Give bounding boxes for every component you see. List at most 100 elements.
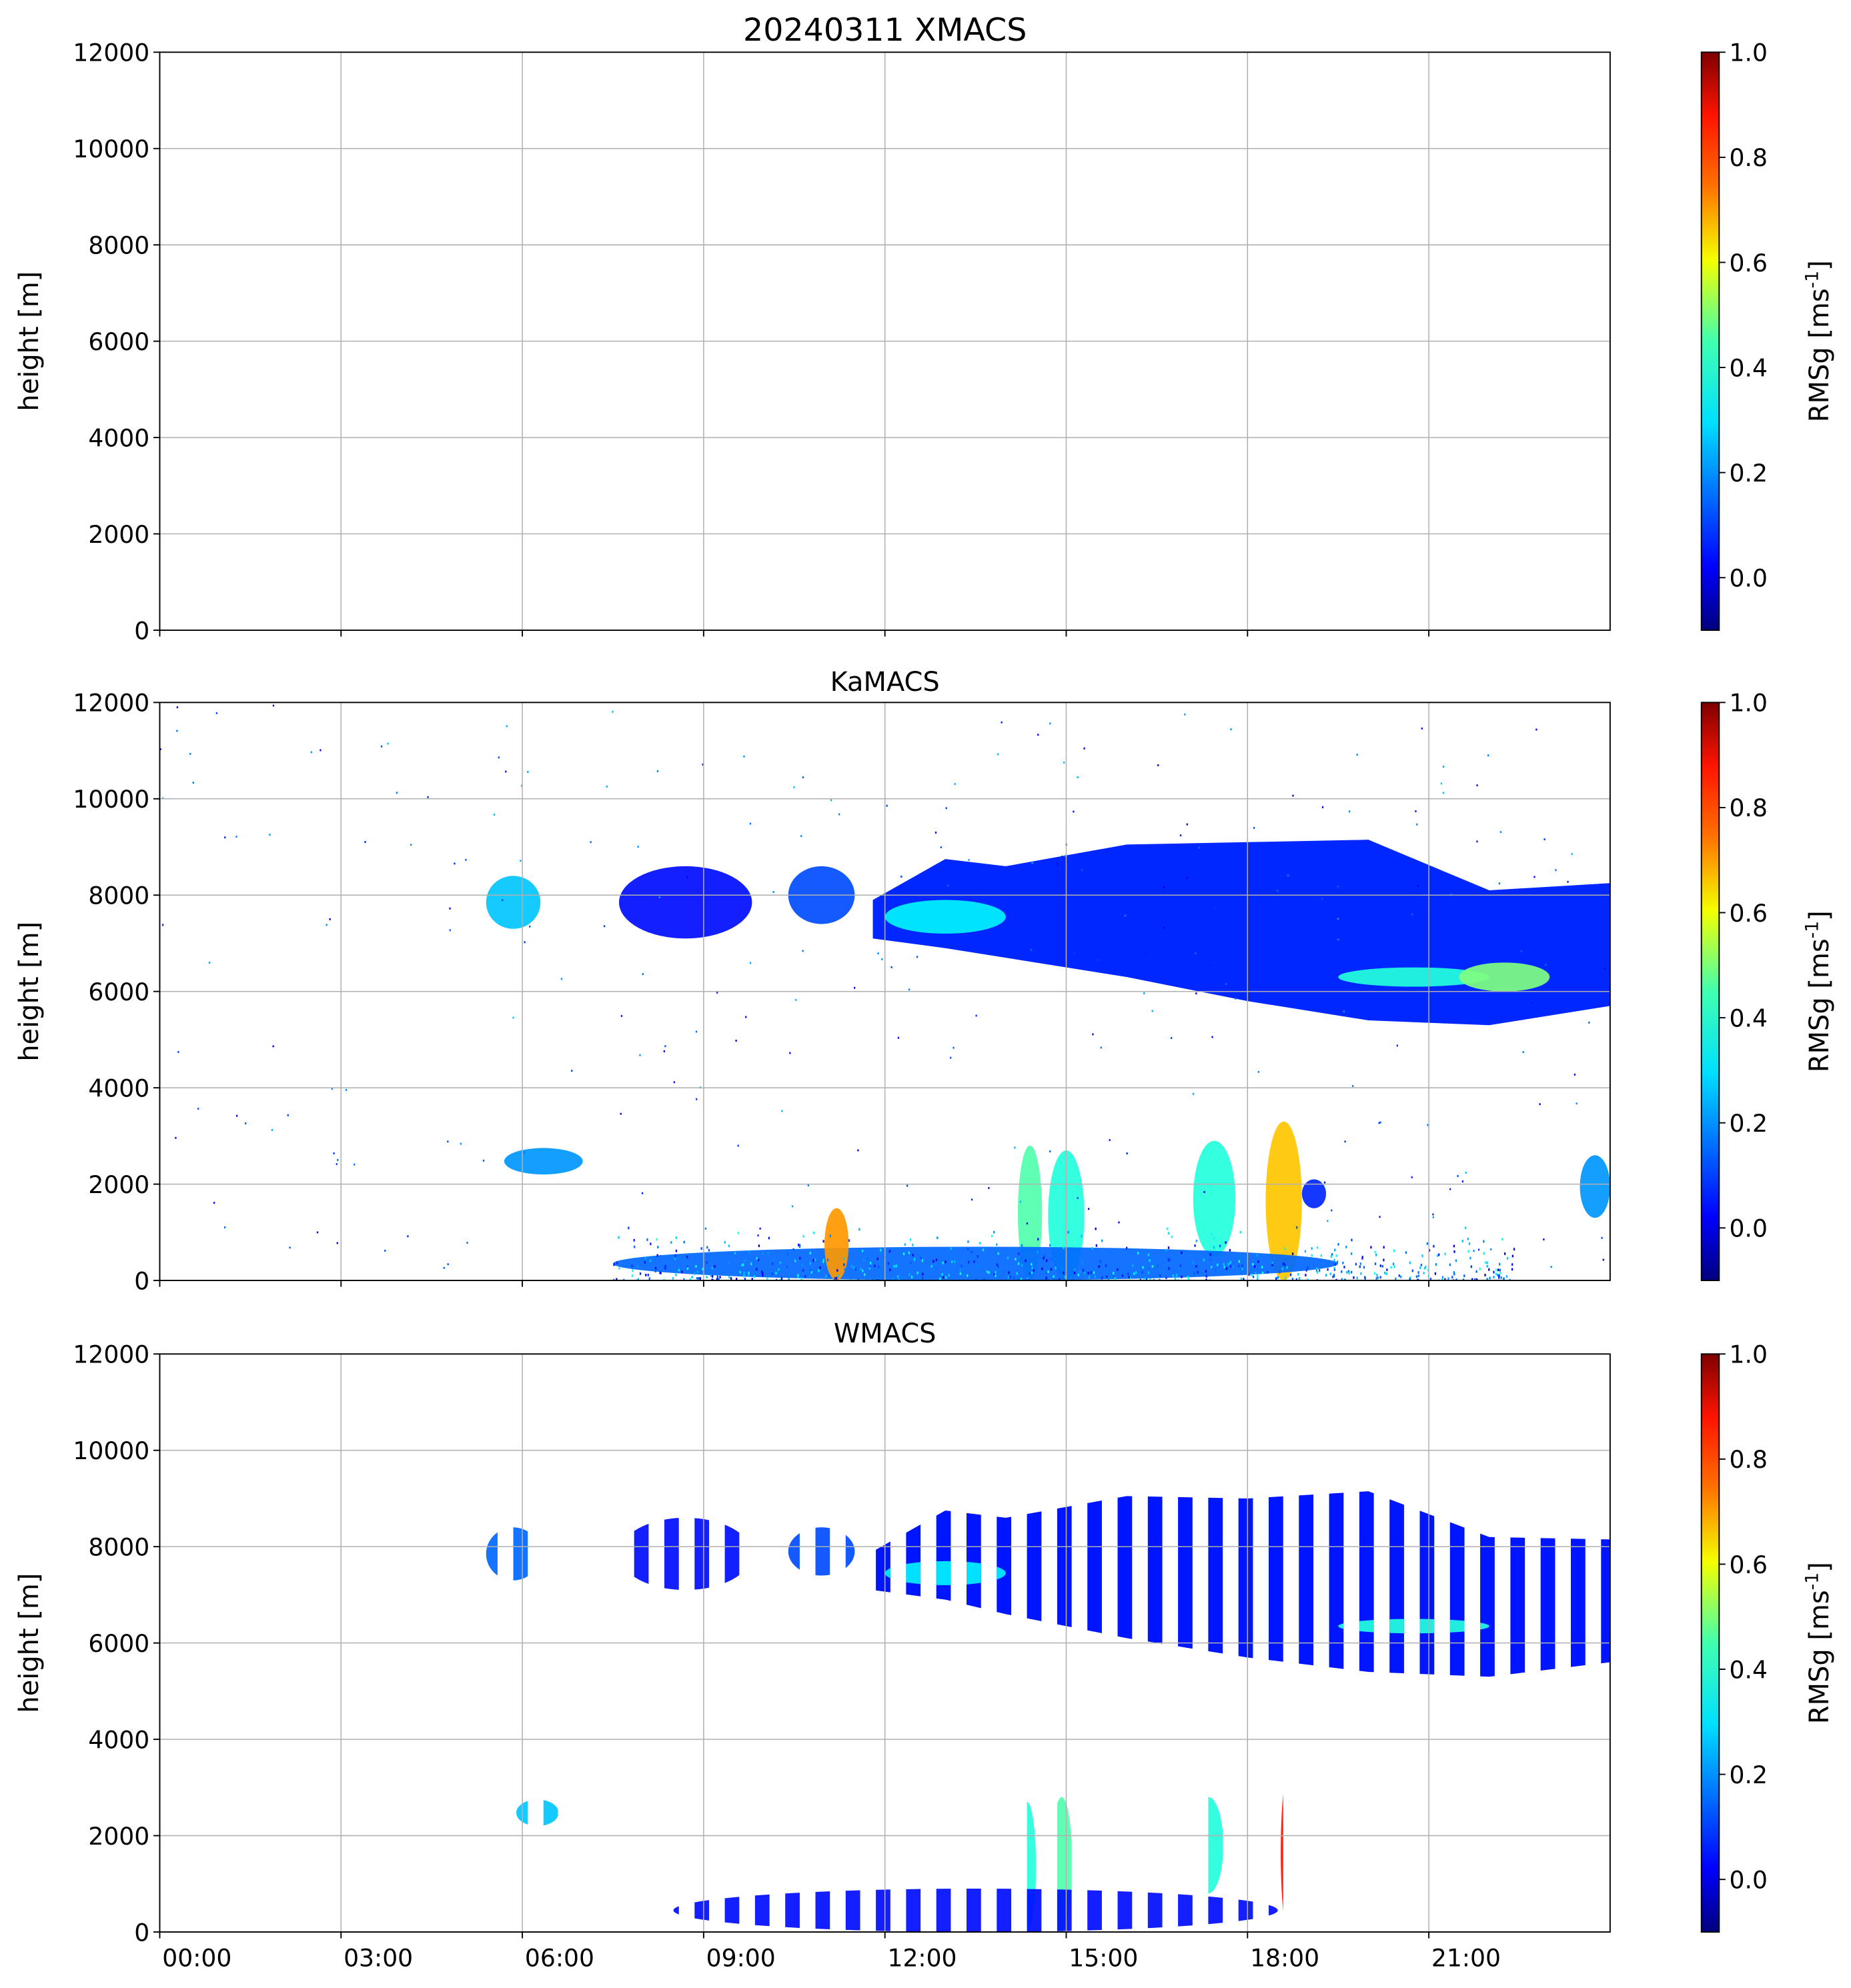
clutter-pixel [933,1260,935,1263]
clutter-pixel [708,1248,710,1252]
noise-pixel [1143,992,1145,994]
noise-pixel [384,1250,386,1252]
noise-pixel [838,813,840,816]
clutter-pixel [772,1262,774,1265]
clutter-pixel [1159,1274,1161,1277]
clutter-pixel [1257,1277,1259,1280]
noise-pixel [877,952,879,955]
y-tick-label: 4000 [88,1725,149,1754]
clutter-pixel [1498,1274,1500,1278]
clutter-pixel [1047,1270,1049,1273]
clutter-pixel [743,1271,745,1274]
feature-cirrus-core-2 [1338,967,1489,987]
clutter-pixel [983,1278,985,1281]
clutter-pixel [1007,1275,1010,1278]
clutter-pixel [1088,1276,1090,1279]
clutter-pixel [1117,1268,1119,1271]
x-tick-label: 06:00 [525,1943,594,1972]
panel-20240311-xmacs: 20240311 XMACS 0 2000 4000 6000 8000 10000 1200… [14,12,1835,645]
noise-pixel [505,770,507,773]
clutter-pixel [623,1278,625,1281]
clutter-pixel [1031,1271,1033,1274]
noise-pixel [1539,1103,1541,1106]
clutter-pixel [686,1267,689,1270]
clutter-pixel [675,1236,677,1239]
clutter-pixel [959,1269,961,1272]
noise-pixel [443,1266,445,1269]
clutter-pixel [743,1274,745,1278]
clutter-pixel [748,1272,750,1274]
clutter-pixel [664,1264,666,1268]
clutter-pixel [892,1278,894,1281]
clutter-pixel [1305,1274,1307,1276]
clutter-pixel [674,1270,676,1274]
panel-title: WMACS [834,1318,937,1349]
noise-pixel [336,1242,338,1244]
clutter-pixel [1351,1252,1353,1255]
noise-pixel [620,1015,623,1017]
clutter-pixel [1107,1277,1110,1280]
noise-pixel [1235,997,1237,1000]
colorbar-tick-label: 0.6 [1730,1551,1768,1579]
clutter-pixel [889,1268,891,1272]
noise-pixel [590,841,592,844]
clutter-pixel [1317,1246,1319,1249]
clutter-pixel [1018,1252,1020,1255]
clutter-pixel [809,1252,811,1254]
clutter-pixel [941,1273,943,1276]
clutter-pixel [756,1268,758,1270]
panel-kamacs: KaMACS 0 2000 4000 6000 8000 10000 12000 height … [14,667,1835,1295]
noise-pixel [1520,952,1522,954]
noise-pixel [869,1278,871,1281]
clutter-pixel [1497,1274,1499,1276]
colorbar-tick-label: 0.8 [1730,794,1768,822]
noise-pixel [1118,1221,1120,1224]
noise-pixel [1411,1176,1413,1178]
clutter-pixel [1447,1277,1449,1280]
noise-pixel [1031,862,1033,864]
clutter-pixel [812,1258,814,1262]
clutter-pixel [942,1261,944,1264]
clutter-pixel [1475,1270,1477,1273]
clutter-pixel [1451,1276,1453,1279]
clutter-pixel [1105,1264,1107,1267]
clutter-pixel [1471,1278,1473,1281]
clutter-pixel [1345,1245,1347,1248]
noise-pixel [737,1144,739,1147]
clutter-pixel [740,1264,743,1267]
feature-cirrus-core-1 [884,1561,1006,1585]
clutter-pixel [866,1257,869,1260]
clutter-pixel [991,1234,993,1238]
clutter-pixel [719,1276,721,1279]
noise-pixel [1567,880,1569,883]
clutter-pixel [854,1268,856,1270]
clutter-pixel [736,1277,738,1280]
clutter-pixel [1114,1277,1116,1280]
clutter-pixel [809,1262,811,1265]
clutter-pixel [696,1277,698,1280]
clutter-pixel [1497,1268,1499,1272]
noise-pixel [1157,764,1159,766]
clutter-pixel [878,1259,880,1262]
clutter-pixel [1320,1254,1322,1257]
feature-convective-3 [1193,1797,1224,1894]
clutter-pixel [812,1231,815,1234]
noise-pixel [1049,1150,1051,1152]
clutter-pixel [810,1270,812,1274]
clutter-pixel [1135,1271,1137,1274]
clutter-pixel [1057,1276,1059,1280]
x-tick-label: 03:00 [344,1943,413,1972]
clutter-pixel [1335,1278,1337,1281]
noise-pixel [269,834,271,836]
noise-pixel [1601,1236,1603,1239]
clutter-pixel [1205,1278,1207,1281]
noise-pixel [1195,992,1197,995]
noise-pixel [1186,877,1189,879]
clutter-pixel [1147,1271,1150,1274]
noise-pixel [520,860,522,862]
noise-pixel [620,1112,622,1115]
clutter-pixel [1133,1272,1135,1275]
clutter-pixel [644,1261,646,1264]
clutter-pixel [756,1257,758,1260]
noise-pixel [1356,754,1358,756]
